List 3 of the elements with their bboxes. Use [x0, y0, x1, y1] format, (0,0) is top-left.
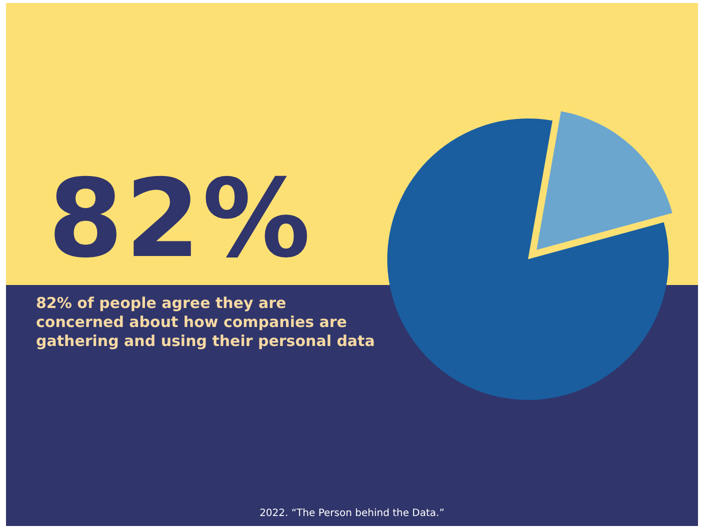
text: 2022. “The Person behind the Data.”	[258, 508, 446, 519]
text: 82%	[48, 157, 313, 282]
text: 82% of people agree they are concerned about how companies are gathering and using their personal data	[36, 294, 376, 351]
